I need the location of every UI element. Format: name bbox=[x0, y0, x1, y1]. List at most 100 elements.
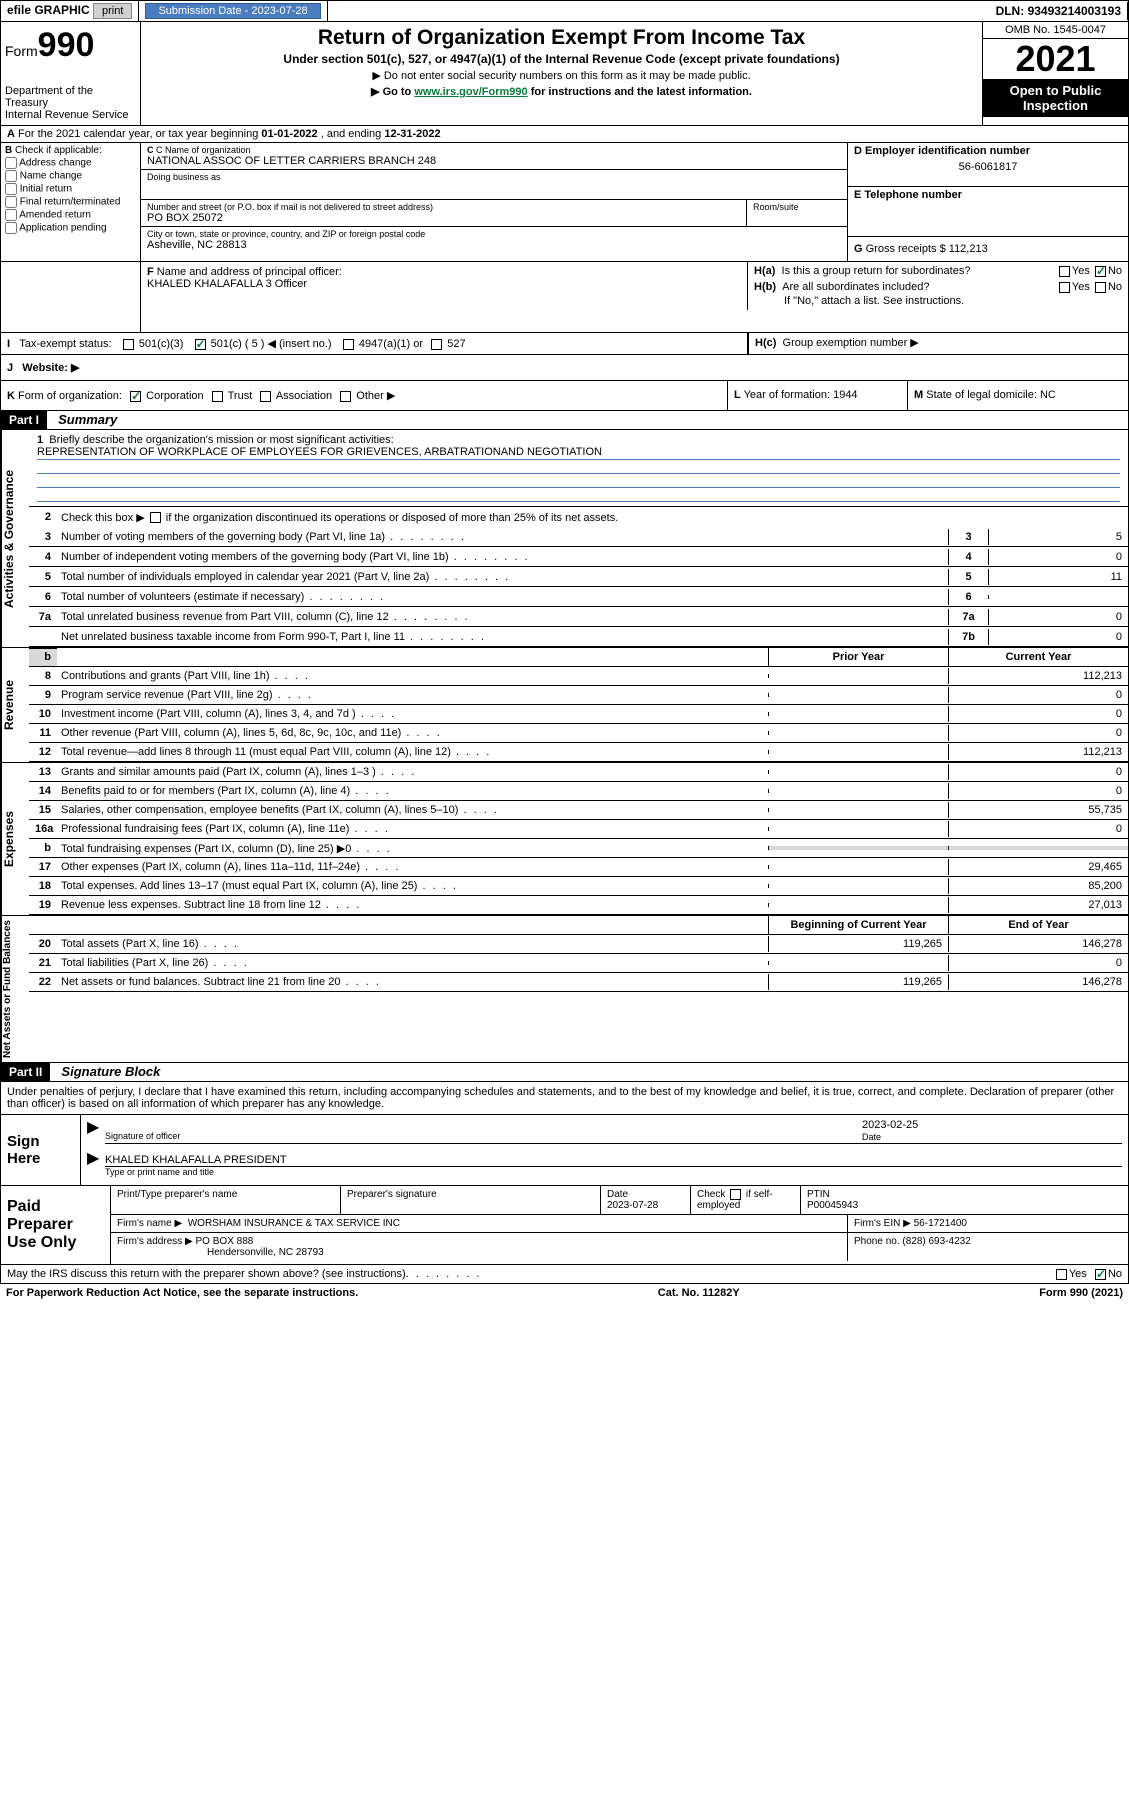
form-of-org: K Form of organization: Corporation Trus… bbox=[1, 381, 728, 410]
sign-date: 2023-02-25Date bbox=[862, 1117, 1122, 1144]
city-box: City or town, state or province, country… bbox=[141, 227, 847, 253]
principal-officer: F Name and address of principal officer:… bbox=[141, 262, 748, 310]
mission-box: 1 Briefly describe the organization's mi… bbox=[29, 430, 1128, 507]
ha-yes[interactable] bbox=[1059, 266, 1070, 277]
exp-row-16a: 16aProfessional fundraising fees (Part I… bbox=[29, 820, 1128, 839]
paperwork-notice: For Paperwork Reduction Act Notice, see … bbox=[6, 1287, 358, 1299]
line-2: 2 Check this box ▶ if the organization d… bbox=[29, 507, 1128, 527]
check-address-change[interactable]: Address change bbox=[5, 157, 136, 169]
revenue-header: b Prior Year Current Year bbox=[29, 648, 1128, 667]
section-a: A For the 2021 calendar year, or tax yea… bbox=[0, 126, 1129, 143]
check-corp[interactable] bbox=[130, 391, 141, 402]
summary-governance: Activities & Governance 1 Briefly descri… bbox=[0, 430, 1129, 648]
discuss-yes[interactable] bbox=[1056, 1269, 1067, 1280]
vert-revenue: Revenue bbox=[1, 648, 29, 762]
check-other[interactable] bbox=[340, 391, 351, 402]
check-discontinued[interactable] bbox=[150, 512, 161, 523]
paid-preparer-block: Paid Preparer Use Only Print/Type prepar… bbox=[0, 1186, 1129, 1265]
paid-preparer-label: Paid Preparer Use Only bbox=[1, 1186, 111, 1264]
hb-no[interactable] bbox=[1095, 282, 1106, 293]
row-f-h: F Name and address of principal officer:… bbox=[0, 262, 1129, 333]
exp-row-18: 18Total expenses. Add lines 13–17 (must … bbox=[29, 877, 1128, 896]
ein-value: 56-6061817 bbox=[854, 161, 1122, 173]
tax-year: 2021 bbox=[983, 39, 1128, 79]
gov-row-7a: 7aTotal unrelated business revenue from … bbox=[29, 607, 1128, 627]
row-k-l-m: K Form of organization: Corporation Trus… bbox=[0, 381, 1129, 411]
gov-row-7b: Net unrelated business taxable income fr… bbox=[29, 627, 1128, 647]
submission-cell: Submission Date - 2023-07-28 bbox=[139, 1, 327, 21]
column-h: H(a) Is this a group return for subordin… bbox=[748, 262, 1128, 310]
header-left: Form990 Department of the Treasury Inter… bbox=[1, 22, 141, 125]
prep-ptin: PTINP00045943 bbox=[801, 1186, 1128, 1214]
col-b-spacer bbox=[1, 262, 141, 332]
check-501c3[interactable] bbox=[123, 339, 134, 350]
check-trust[interactable] bbox=[212, 391, 223, 402]
vert-net-assets: Net Assets or Fund Balances bbox=[1, 916, 29, 1062]
exp-row-15: 15Salaries, other compensation, employee… bbox=[29, 801, 1128, 820]
mission-text: REPRESENTATION OF WORKPLACE OF EMPLOYEES… bbox=[37, 446, 1120, 460]
vert-expenses: Expenses bbox=[1, 763, 29, 915]
form-header: Form990 Department of the Treasury Inter… bbox=[0, 22, 1129, 126]
net-row-21: 21Total liabilities (Part X, line 26)0 bbox=[29, 954, 1128, 973]
prep-name: Print/Type preparer's name bbox=[111, 1186, 341, 1214]
rev-row-9: 9Program service revenue (Part VIII, lin… bbox=[29, 686, 1128, 705]
rev-row-10: 10Investment income (Part VIII, column (… bbox=[29, 705, 1128, 724]
check-527[interactable] bbox=[431, 339, 442, 350]
summary-expenses: Expenses 13Grants and similar amounts pa… bbox=[0, 763, 1129, 916]
check-501c[interactable] bbox=[195, 339, 206, 350]
discuss-no[interactable] bbox=[1095, 1269, 1106, 1280]
summary-revenue: Revenue b Prior Year Current Year 8Contr… bbox=[0, 648, 1129, 763]
street-address: PO BOX 25072 bbox=[147, 212, 740, 224]
net-row-22: 22Net assets or fund balances. Subtract … bbox=[29, 973, 1128, 992]
check-self-employed[interactable] bbox=[730, 1189, 741, 1200]
check-final-return[interactable]: Final return/terminated bbox=[5, 196, 136, 208]
note-ssn: ▶ Do not enter social security numbers o… bbox=[149, 69, 974, 82]
website-row: J Website: ▶ bbox=[1, 355, 1128, 380]
hb-yes[interactable] bbox=[1059, 282, 1070, 293]
irs-link[interactable]: www.irs.gov/Form990 bbox=[414, 86, 527, 98]
form-title: Return of Organization Exempt From Incom… bbox=[149, 26, 974, 50]
rev-row-8: 8Contributions and grants (Part VIII, li… bbox=[29, 667, 1128, 686]
check-amended[interactable]: Amended return bbox=[5, 209, 136, 221]
penalty-statement: Under penalties of perjury, I declare th… bbox=[0, 1082, 1129, 1115]
group-exemption: H(c) Group exemption number ▶ bbox=[748, 333, 1128, 354]
efile-label: efile GRAPHIC print bbox=[1, 1, 139, 21]
print-button[interactable]: print bbox=[93, 3, 132, 19]
gov-row-5: 5Total number of individuals employed in… bbox=[29, 567, 1128, 587]
firm-name: Firm's name ▶ WORSHAM INSURANCE & TAX SE… bbox=[111, 1215, 848, 1232]
tax-exempt-status: I Tax-exempt status: 501(c)(3) 501(c) ( … bbox=[1, 333, 748, 354]
header-right: OMB No. 1545-0047 2021 Open to Public In… bbox=[983, 22, 1128, 125]
check-name-change[interactable]: Name change bbox=[5, 170, 136, 182]
officer-name: KHALED KHALAFALLA 3 Officer bbox=[147, 278, 307, 290]
note-link: ▶ Go to www.irs.gov/Form990 for instruct… bbox=[149, 85, 974, 98]
exp-row-17: 17Other expenses (Part IX, column (A), l… bbox=[29, 858, 1128, 877]
prep-signature[interactable]: Preparer's signature bbox=[341, 1186, 601, 1214]
exp-row-b: bTotal fundraising expenses (Part IX, co… bbox=[29, 839, 1128, 858]
form-word: Form bbox=[5, 43, 38, 59]
prep-self-employed: Check if self-employed bbox=[691, 1186, 801, 1214]
omb-number: OMB No. 1545-0047 bbox=[983, 22, 1128, 39]
year-formation: L Year of formation: 1944 bbox=[728, 381, 908, 410]
firm-address: Firm's address ▶ PO BOX 888Hendersonvill… bbox=[111, 1233, 848, 1261]
net-header: Beginning of Current Year End of Year bbox=[29, 916, 1128, 935]
net-row-20: 20Total assets (Part X, line 16)119,2651… bbox=[29, 935, 1128, 954]
cat-no: Cat. No. 11282Y bbox=[658, 1287, 740, 1299]
street-box: Number and street (or P.O. box if mail i… bbox=[141, 200, 747, 226]
check-app-pending[interactable]: Application pending bbox=[5, 222, 136, 234]
open-public: Open to Public Inspection bbox=[983, 79, 1128, 117]
row-i-j: I Tax-exempt status: 501(c)(3) 501(c) ( … bbox=[0, 333, 1129, 381]
discuss-row: May the IRS discuss this return with the… bbox=[0, 1265, 1129, 1284]
vert-governance: Activities & Governance bbox=[1, 430, 29, 647]
ha-no[interactable] bbox=[1095, 266, 1106, 277]
firm-phone: Phone no. (828) 693-4232 bbox=[848, 1233, 1128, 1261]
sign-here-block: Sign Here ▶ Signature of officer 2023-02… bbox=[0, 1115, 1129, 1186]
officer-signature[interactable]: Signature of officer bbox=[105, 1117, 862, 1144]
submission-date-button[interactable]: Submission Date - 2023-07-28 bbox=[145, 3, 320, 19]
prep-date: Date2023-07-28 bbox=[601, 1186, 691, 1214]
check-initial-return[interactable]: Initial return bbox=[5, 183, 136, 195]
check-4947[interactable] bbox=[343, 339, 354, 350]
column-c-to-g: C C Name of organization NATIONAL ASSOC … bbox=[141, 143, 1128, 261]
header-mid: Return of Organization Exempt From Incom… bbox=[141, 22, 983, 125]
check-assoc[interactable] bbox=[260, 391, 271, 402]
room-suite-box: Room/suite bbox=[747, 200, 847, 226]
